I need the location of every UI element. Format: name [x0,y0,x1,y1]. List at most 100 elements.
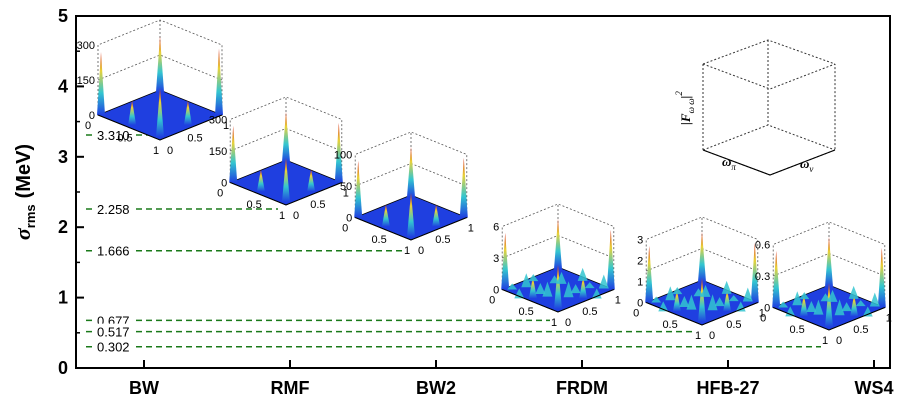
inset-z-tick: 0 [637,298,643,310]
inset-x-tick: 0 [85,120,91,132]
inset-x-tick: 0 [489,295,495,307]
legend-box-base [702,149,836,176]
inset-peak [528,276,537,299]
y-axis-symbol: σ [10,227,35,240]
y-tick-label: 2 [58,217,68,237]
inset-peak [432,204,441,227]
y-axis-label: σrms (MeV) [10,144,38,240]
inset-x-tick: 0 [760,313,766,325]
inset-bump [556,271,567,284]
inset-bump [563,281,574,298]
inset-bump [806,300,817,312]
inset-peak [282,157,290,202]
inset-x-tick: 1 [404,245,410,257]
inset-y-tick: 0 [418,245,424,257]
inset-x-tick: 1 [153,145,159,157]
inset-peak [850,294,859,317]
inset-z-tick: 0 [764,303,770,315]
inset-peak [381,204,390,227]
x-category-label: BW [129,378,159,398]
inset-bump [834,299,845,316]
inset-peak [554,264,562,309]
inset-bump [813,299,824,315]
surface-inset-ws4: 00.30.600.51 00.51 [755,221,892,347]
inset-peak [407,192,415,237]
inset-peak [215,48,223,115]
inset-z-tick: 0 [346,213,352,225]
y-axis-ticks: 0 1 2 3 4 5 [58,6,84,378]
x-category-label: FRDM [556,378,608,398]
inset-peak [407,146,415,197]
y-tick-label: 0 [58,358,68,378]
inset-z-tick: 150 [77,75,95,87]
inset-z-tick: 50 [340,181,352,193]
inset-bump [584,282,595,289]
inset-peak [128,100,137,125]
inset-peak [723,289,732,312]
inset-bump [721,280,732,294]
inset-bump [570,284,581,294]
svg-text:σrms(MeV): σrms (MeV) [10,144,38,240]
inset-y-tick: 0.5 [435,234,450,246]
inset-bump [598,274,609,289]
value-label: 0.302 [97,340,130,355]
inset-peak [307,169,316,192]
inset-x-tick: 0.5 [246,199,261,211]
inset-bump [735,301,746,312]
inset-z-tick: 300 [77,40,95,52]
inset-bump [785,306,796,317]
inset-peak [183,100,192,125]
legend-axis-pi: ωπ [722,154,736,172]
inset-bump [672,287,683,295]
inset-peak [772,250,781,308]
inset-bump [528,274,539,282]
inset-bump [820,293,831,302]
inset-peak [554,218,562,269]
inset-wall [97,19,223,115]
inset-bump [792,291,803,306]
inset-z-tick: 2 [637,256,643,268]
inset-bump [700,284,711,297]
inset-peak [799,294,808,317]
inset-bump [591,288,602,299]
x-category-label: BW2 [416,378,456,398]
inset-z-tick: 3 [637,235,643,247]
inset-x-tick: 0.5 [117,133,132,145]
inset-bump [549,275,560,284]
inset-z-tick: 300 [209,115,227,127]
inset-bump [855,300,866,307]
inset-peak [825,236,833,287]
value-label: 0.517 [97,325,130,340]
y-tick-label: 3 [58,147,68,167]
inset-bump [778,301,789,308]
value-label-bg [94,126,136,142]
inset-bump [799,292,810,300]
inset-y-tick: 0.5 [726,319,741,331]
inset-y-tick: 1 [343,188,349,200]
y-tick-label: 1 [58,288,68,308]
inset-bump [742,287,753,302]
inset-y-tick: 0 [293,210,299,222]
inset-bump [679,295,690,307]
y-axis-unit: (MeV) [13,144,35,198]
inset-peak [256,169,265,192]
inset-front-edge [646,302,758,326]
inset-bump [869,292,880,307]
inset-peak [698,231,706,282]
inset-peak [606,229,615,290]
inset-y-tick: 1 [886,313,892,325]
inset-x-tick: 0 [342,223,348,235]
inset-y-tick: 1 [615,295,621,307]
inset-peak [750,242,759,303]
value-label-bg [94,242,136,258]
inset-x-tick: 1 [695,330,701,342]
x-axis-categories: BW RMF BW2 FRDM HFB-27 WS4 [129,360,894,398]
inset-bump [827,289,838,302]
inset-y-tick: 1 [468,223,474,235]
